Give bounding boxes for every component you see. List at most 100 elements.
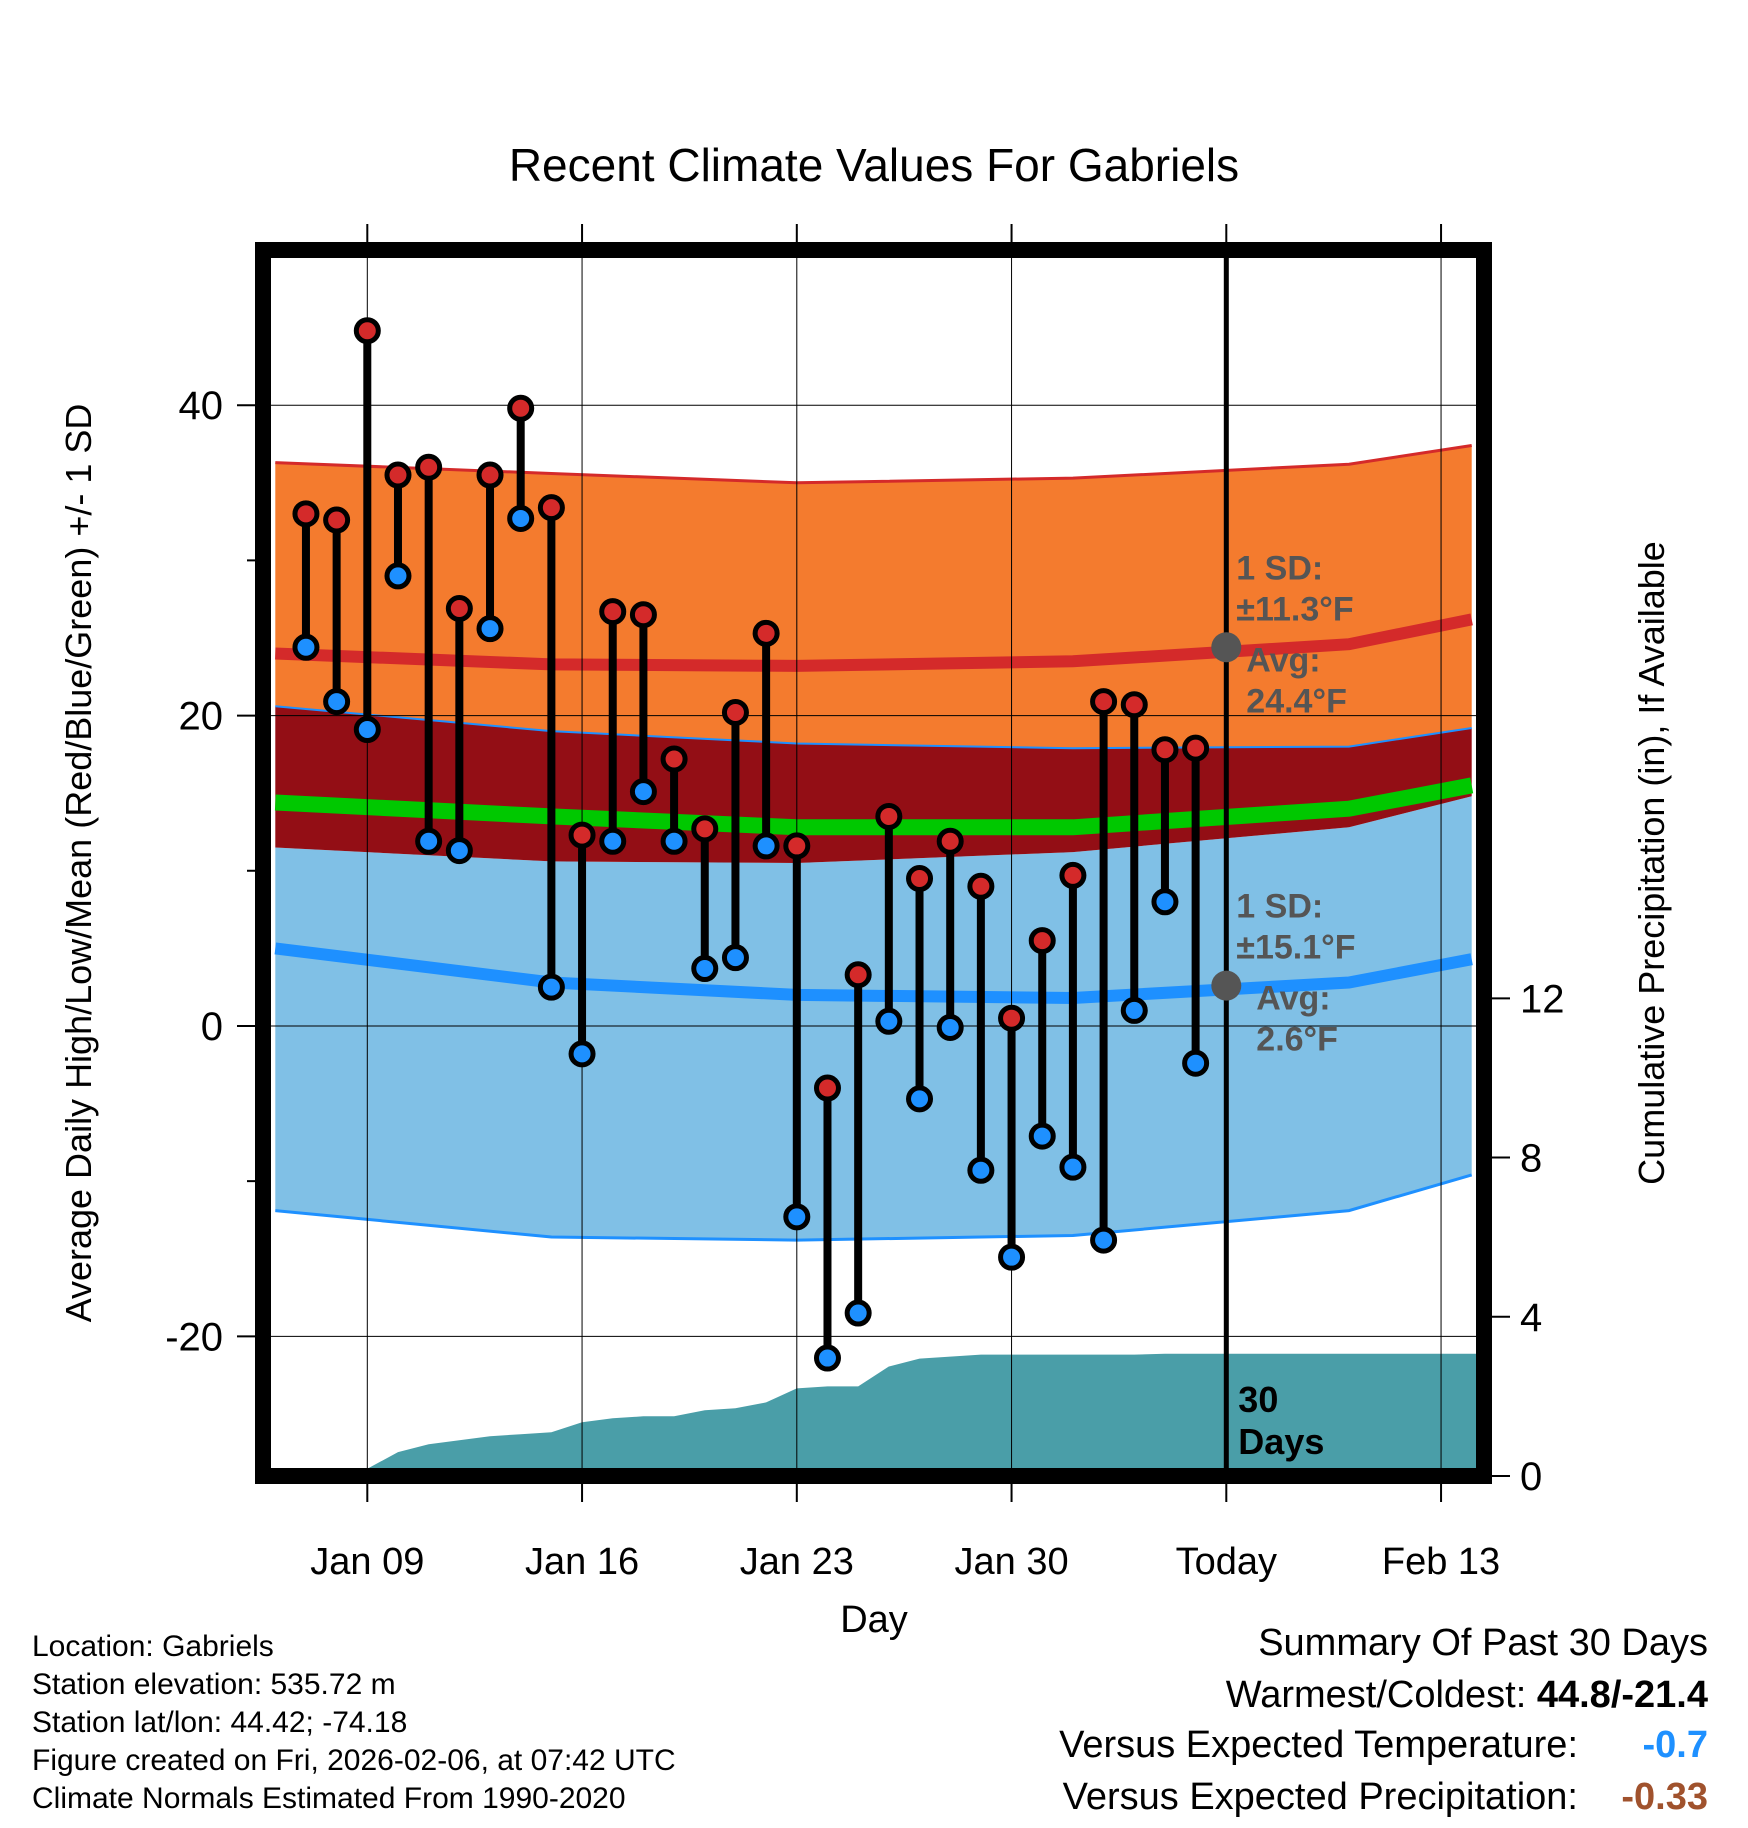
daily-low-point <box>415 827 443 855</box>
daily-high-point <box>353 317 381 345</box>
daily-low-point <box>292 633 320 661</box>
daily-high-point <box>1090 688 1118 716</box>
daily-high-point <box>844 961 872 989</box>
plot-frame <box>255 242 1492 1484</box>
x-tick-label: Jan 23 <box>740 1541 854 1583</box>
daily-low-point <box>1059 1153 1087 1181</box>
x-tick-label: Jan 30 <box>955 1541 1069 1583</box>
temp-value: -0.7 <box>1642 1724 1708 1766</box>
daily-low-point <box>507 504 535 532</box>
daily-low-point <box>998 1243 1026 1271</box>
high-normal-band <box>275 445 1472 749</box>
daily-high-point <box>1120 691 1148 719</box>
x-tick-label: Jan 16 <box>525 1541 639 1583</box>
daily-high-point <box>323 506 351 534</box>
today-high-normal-marker <box>1211 632 1242 663</box>
high-band-upper-edge <box>275 444 1472 485</box>
y-axis-label: Average Daily High/Low/Mean (Red/Blue/Gr… <box>58 404 99 1323</box>
y2-tick-label: 8 <box>1520 1137 1542 1181</box>
daily-high-point <box>1182 734 1210 762</box>
high-avg-label: Avg: <box>1246 641 1320 679</box>
daily-high-point <box>998 1004 1026 1032</box>
daily-low-point <box>1120 996 1148 1024</box>
normal-mean-line <box>274 777 1474 836</box>
daily-high-point <box>721 698 749 726</box>
daily-low-point <box>721 944 749 972</box>
low-sd-label: 1 SD: <box>1236 888 1323 926</box>
latlon-text: Station lat/lon: 44.42; -74.18 <box>32 1706 408 1739</box>
daily-high-point <box>568 821 596 849</box>
y-tick-label: 20 <box>179 695 224 739</box>
today-low-normal-marker <box>1211 970 1242 1001</box>
daily-low-point <box>875 1007 903 1035</box>
summary-temp-row: Versus Expected Temperature: -0.7 <box>1059 1724 1708 1767</box>
daily-high-point <box>936 827 964 855</box>
daily-low-point <box>691 955 719 983</box>
normal-high-line <box>275 613 1473 672</box>
daily-low-point <box>967 1156 995 1184</box>
y2-tick-label: 4 <box>1520 1296 1542 1340</box>
daily-low-point <box>599 827 627 855</box>
daily-low-point <box>323 688 351 716</box>
daily-high-point <box>783 832 811 860</box>
daily-low-point <box>1028 1122 1056 1150</box>
daily-high-point <box>415 453 443 481</box>
precipitation-area <box>266 1353 1484 1476</box>
period-label-number: 30 <box>1238 1379 1278 1420</box>
summary-title: Summary Of Past 30 Days <box>1258 1622 1708 1664</box>
low-sd-value: ±15.1°F <box>1236 929 1355 967</box>
high-avg-value: 24.4°F <box>1246 682 1347 720</box>
daily-low-point <box>936 1014 964 1042</box>
daily-high-point <box>476 461 504 489</box>
plot-area <box>263 250 1484 1476</box>
daily-high-point <box>1059 861 1087 889</box>
daily-low-point <box>660 827 688 855</box>
daily-low-point <box>568 1040 596 1068</box>
daily-low-point <box>813 1344 841 1372</box>
x-tick-label: Feb 13 <box>1382 1541 1500 1583</box>
daily-low-point <box>629 778 657 806</box>
precip-value: -0.33 <box>1621 1776 1708 1818</box>
y-tick-label: -20 <box>165 1315 223 1359</box>
x-axis-label: Day <box>840 1599 908 1641</box>
daily-low-point <box>1151 888 1179 916</box>
daily-high-point <box>813 1074 841 1102</box>
daily-high-point <box>906 865 934 893</box>
precip-label: Versus Expected Precipitation: <box>1062 1776 1578 1818</box>
low-avg-label: Avg: <box>1256 980 1330 1018</box>
daily-low-point <box>1090 1226 1118 1254</box>
high-band-lower-edge <box>275 705 1472 750</box>
y2-tick-label: 12 <box>1520 977 1565 1021</box>
normals-text: Climate Normals Estimated From 1990-2020 <box>32 1782 626 1815</box>
y-tick-label: 40 <box>179 384 224 428</box>
daily-low-point <box>445 837 473 865</box>
daily-low-point <box>353 716 381 744</box>
daily-high-point <box>292 500 320 528</box>
daily-low-point <box>906 1085 934 1113</box>
daily-high-point <box>691 815 719 843</box>
low-avg-value: 2.6°F <box>1256 1021 1338 1059</box>
daily-low-point <box>844 1299 872 1327</box>
daily-high-point <box>1028 927 1056 955</box>
x-tick-label: Jan 09 <box>310 1541 424 1583</box>
daily-high-point <box>660 745 688 773</box>
daily-high-point <box>1151 736 1179 764</box>
daily-high-point <box>599 598 627 626</box>
daily-high-point <box>629 601 657 629</box>
low-band-lower-edge <box>275 1173 1473 1242</box>
daily-low-point <box>537 973 565 1001</box>
chart-title: Recent Climate Values For Gabriels <box>509 139 1239 191</box>
daily-high-point <box>507 394 535 422</box>
summary-precip-row: Versus Expected Precipitation: -0.33 <box>1063 1776 1708 1819</box>
daily-low-point <box>1182 1049 1210 1077</box>
temp-label: Versus Expected Temperature: <box>1059 1724 1578 1766</box>
normal-low-line <box>274 942 1473 1005</box>
y2-axis-label: Cumulative Precipitation (in), If Availa… <box>1631 541 1672 1185</box>
high-sd-value: ±11.3°F <box>1236 590 1353 628</box>
y-tick-label: 0 <box>201 1005 223 1049</box>
daily-high-point <box>752 619 780 647</box>
location-text: Location: Gabriels <box>32 1630 274 1663</box>
x-tick-label: Today <box>1176 1541 1277 1583</box>
y2-tick-label: 0 <box>1520 1455 1542 1499</box>
